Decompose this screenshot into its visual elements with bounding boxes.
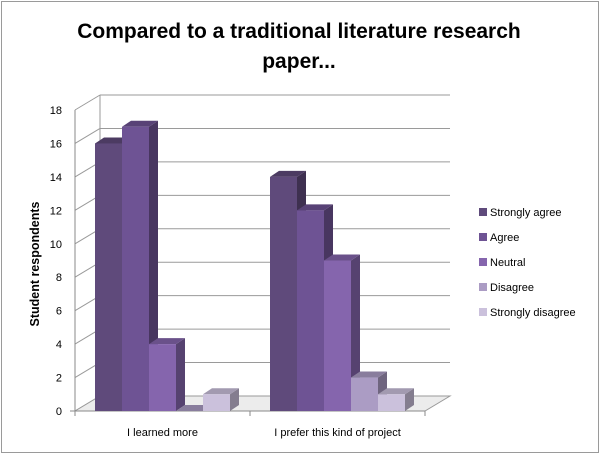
bar-front (95, 143, 122, 411)
legend-swatch (479, 208, 487, 216)
bar-front (378, 394, 405, 411)
y-tick-label: 2 (56, 373, 62, 385)
legend-swatch (479, 233, 487, 241)
legend-label: Disagree (490, 282, 534, 294)
bar-side (351, 254, 360, 411)
legend-swatch (479, 308, 487, 316)
y-axis-label: Student respondents (28, 201, 42, 326)
y-tick-label: 18 (50, 105, 62, 117)
bar-top (270, 170, 306, 177)
bar-side (176, 338, 185, 411)
y-tick-label: 6 (56, 306, 62, 318)
bar-top (351, 371, 387, 378)
y-tick-label: 12 (50, 205, 62, 217)
bar-side (149, 120, 158, 411)
legend-item: Neutral (479, 257, 525, 269)
y-tick-label: 0 (56, 406, 62, 418)
bar (122, 120, 158, 411)
y-tick-label: 16 (50, 138, 62, 150)
bar (324, 254, 360, 411)
bar-front (122, 126, 149, 411)
bar-front (149, 344, 176, 411)
x-category-label: I learned more (127, 427, 198, 439)
bar (149, 338, 185, 411)
legend-item: Agree (479, 232, 519, 244)
legend-swatch (479, 258, 487, 266)
legend-label: Strongly disagree (490, 307, 576, 319)
gridline-side (74, 94, 101, 111)
bar-top (203, 388, 239, 395)
bar-front (351, 377, 378, 411)
y-tick-label: 4 (56, 339, 62, 351)
bar-top (149, 338, 185, 345)
legend-label: Agree (490, 232, 519, 244)
legend-item: Disagree (479, 282, 534, 294)
legend-label: Strongly agree (490, 207, 562, 219)
bar-side (230, 388, 239, 411)
chart-title-line-2: paper... (262, 50, 336, 73)
bar (378, 388, 414, 411)
bar-side (405, 388, 414, 411)
bar (203, 388, 239, 411)
y-tick-label: 14 (50, 172, 62, 184)
legend-item: Strongly disagree (479, 307, 576, 319)
bar-top (378, 388, 414, 395)
bar-top (297, 204, 333, 211)
chart-title-line-1: Compared to a traditional literature res… (77, 20, 520, 43)
legend: Strongly agree Agree Neutral Disagree Strong… (479, 207, 576, 319)
bar-front (270, 176, 297, 411)
y-tick-label: 10 (50, 239, 62, 251)
bar-front (324, 260, 351, 411)
bar-front (203, 394, 230, 411)
x-category-label: I prefer this kind of project (274, 427, 401, 439)
bar-top (122, 120, 158, 127)
bars (95, 120, 414, 411)
legend-swatch (479, 283, 487, 291)
legend-label: Neutral (490, 257, 525, 269)
bar-front (297, 210, 324, 411)
y-tick-label: 8 (56, 272, 62, 284)
bar-top (324, 254, 360, 261)
gridline-side (74, 128, 101, 144)
tick-labels: 0 2 4 6 8 10 12 14 16 18 I learned more I prefer th… (50, 105, 401, 439)
legend-item: Strongly agree (479, 207, 562, 219)
